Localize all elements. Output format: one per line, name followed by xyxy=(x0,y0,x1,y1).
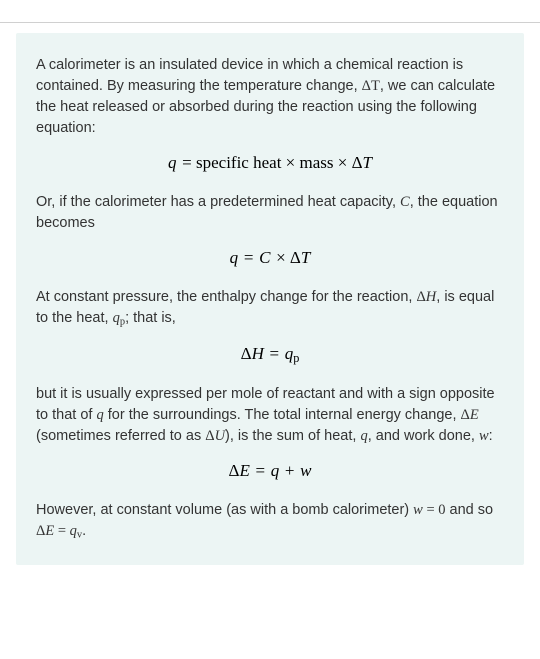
text: ; that is, xyxy=(125,310,176,326)
w-inline: w xyxy=(479,428,489,444)
qp: qp xyxy=(113,310,125,326)
qv: qv xyxy=(70,523,82,539)
text: . xyxy=(82,523,86,539)
text: ), is the sum of heat, xyxy=(225,428,360,444)
formula-enthalpy: ΔH = qp xyxy=(36,344,504,366)
text: : xyxy=(489,428,493,444)
q-inline-2: q xyxy=(360,428,367,444)
paragraph-5: However, at constant volume (as with a b… xyxy=(36,500,504,543)
text: , and work done, xyxy=(368,428,479,444)
delta-e: ΔE xyxy=(461,407,479,423)
formula-heat-capacity: q = C × ΔT xyxy=(36,248,504,269)
text: At constant pressure, the enthalpy chang… xyxy=(36,289,416,305)
text: and so xyxy=(446,502,494,518)
paragraph-4: but it is usually expressed per mole of … xyxy=(36,384,504,447)
paragraph-2: Or, if the calorimeter has a predetermin… xyxy=(36,192,504,234)
text: for the surroundings. The total internal… xyxy=(104,407,461,423)
eq-zero: = 0 xyxy=(423,502,446,518)
formula-internal-energy: ΔE = q + w xyxy=(36,461,504,482)
delta-t: ΔT xyxy=(362,78,380,94)
q-inline: q xyxy=(96,407,103,423)
top-divider xyxy=(0,22,540,23)
delta-u: ΔU xyxy=(205,428,225,444)
delta-e-2: ΔE xyxy=(36,523,54,539)
heat-capacity-c: C xyxy=(400,194,410,210)
delta-h: ΔH xyxy=(416,289,436,305)
text: (sometimes referred to as xyxy=(36,428,205,444)
w-inline-2: w xyxy=(413,502,423,518)
text: However, at constant volume (as with a b… xyxy=(36,502,413,518)
formula-specific-heat: q = specific heat × mass × ΔT xyxy=(36,153,504,174)
text: Or, if the calorimeter has a predetermin… xyxy=(36,194,400,210)
paragraph-1: A calorimeter is an insulated device in … xyxy=(36,55,504,139)
paragraph-3: At constant pressure, the enthalpy chang… xyxy=(36,287,504,330)
calorimeter-info-box: A calorimeter is an insulated device in … xyxy=(16,33,524,565)
eq: = xyxy=(54,523,69,539)
